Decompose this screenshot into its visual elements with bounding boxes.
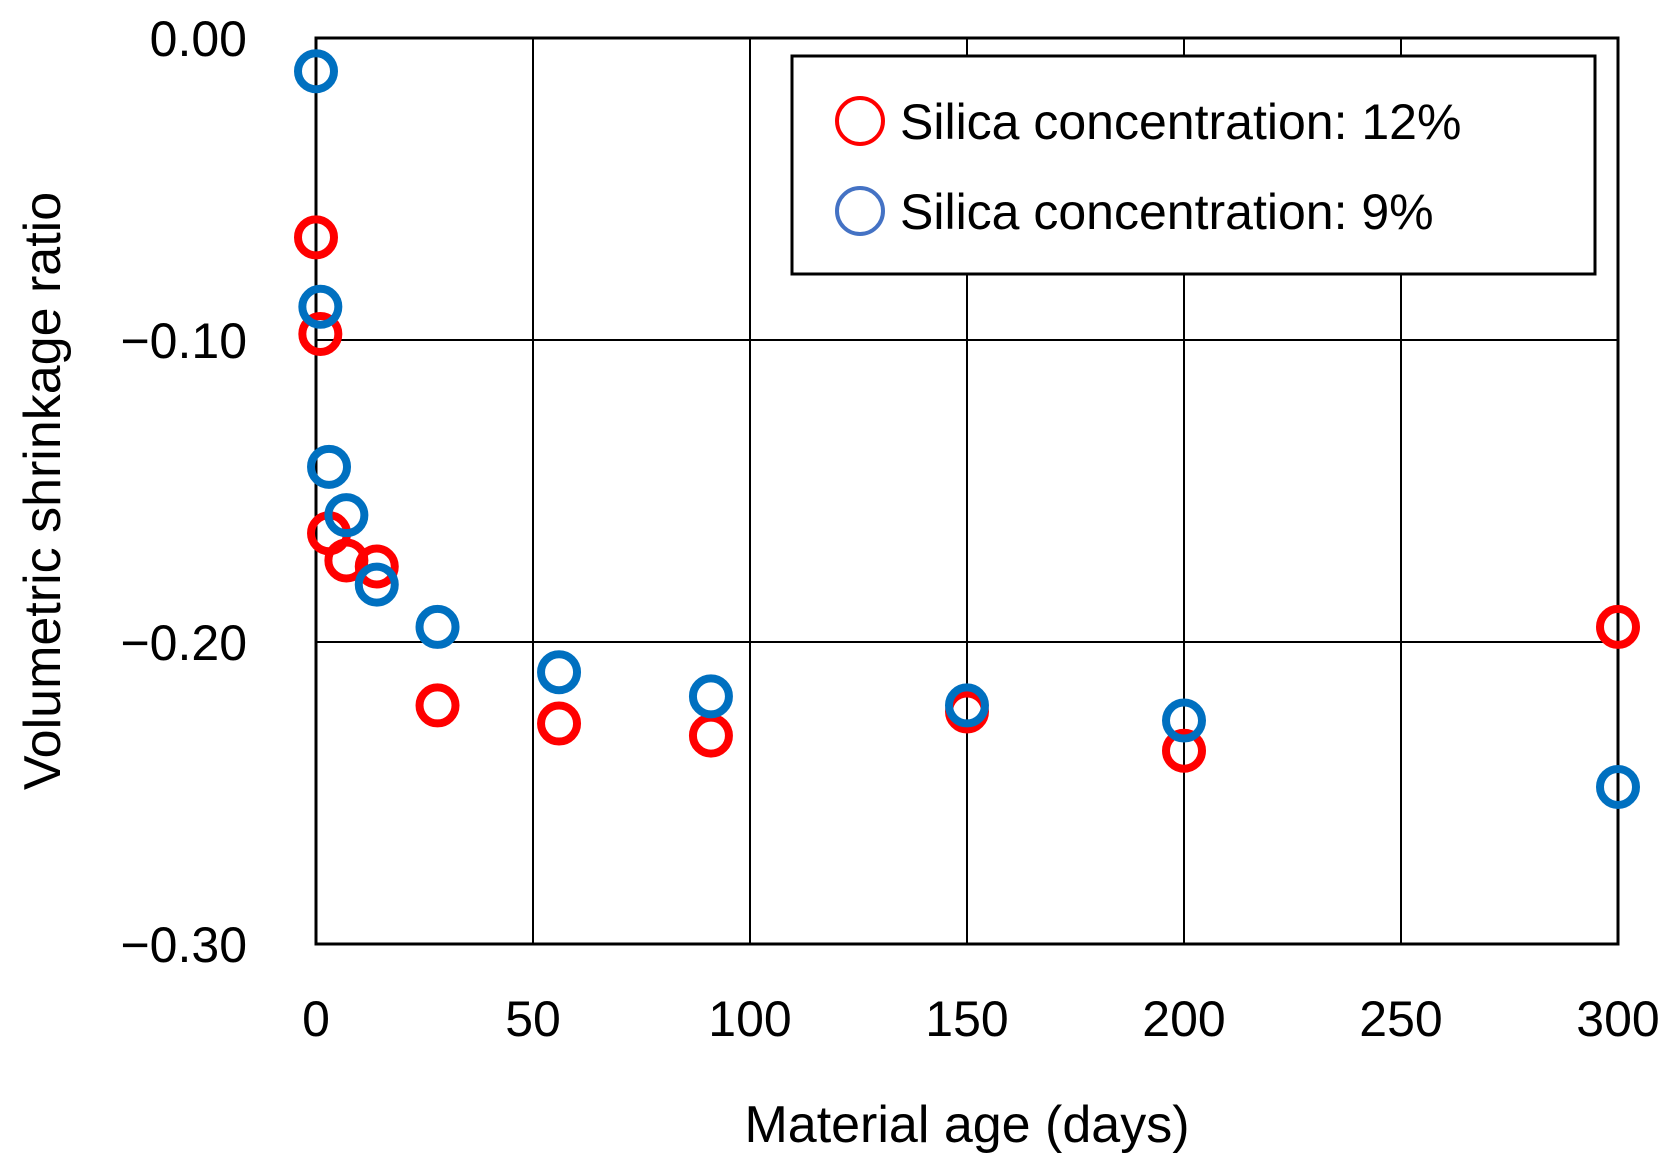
y-axis-tick-labels: 0.00 −0.10 −0.20 −0.30: [120, 11, 247, 973]
data-point-series-1: [294, 49, 338, 94]
x-tick-label: 300: [1576, 991, 1659, 1047]
x-tick-label: 0: [302, 991, 330, 1047]
data-point-series-1: [324, 493, 369, 538]
plot-area: [314, 36, 1620, 946]
legend-label-12-percent: Silica concentration: 12%: [900, 94, 1461, 150]
data-point-series-0: [298, 311, 343, 356]
data-point-series-0: [354, 544, 399, 589]
data-point-series-0: [688, 713, 733, 758]
data-point-series-0: [1162, 728, 1206, 773]
data-point-series-0: [324, 538, 369, 583]
legend: Silica concentration: 12% Silica concent…: [790, 54, 1597, 276]
data-point-series-0: [1596, 604, 1640, 649]
y-tick-label: −0.20: [120, 615, 247, 671]
data-point-series-1: [354, 562, 399, 607]
legend-label-9-percent: Silica concentration: 9%: [900, 184, 1434, 240]
y-tick-label: −0.10: [120, 313, 247, 369]
data-point-series-1: [415, 604, 460, 649]
x-tick-label: 200: [1142, 991, 1225, 1047]
x-tick-label: 100: [708, 991, 791, 1047]
data-point-series-1: [1596, 764, 1640, 809]
y-tick-label: −0.30: [120, 917, 247, 973]
y-axis-title: Volumetric shrinkage ratio: [14, 192, 72, 790]
data-point-series-1: [307, 444, 352, 489]
legend-marker-9-percent: [835, 186, 885, 236]
x-axis-title: Material age (days): [744, 1096, 1189, 1154]
y-tick-label: 0.00: [150, 11, 247, 67]
data-point-series-0: [537, 701, 582, 746]
x-axis-tick-labels: 0 50 100 150 200 250 300: [302, 991, 1660, 1047]
data-point-series-1: [298, 284, 343, 329]
data-point-series-1: [945, 683, 989, 728]
legend-marker-12-percent: [835, 96, 885, 146]
data-points: [294, 49, 1640, 809]
data-point-series-1: [688, 674, 733, 719]
legend-box: [790, 54, 1597, 276]
data-point-series-0: [294, 215, 338, 260]
data-point-series-1: [1162, 698, 1206, 743]
data-point-series-1: [537, 650, 582, 695]
data-point-series-0: [415, 683, 460, 728]
x-tick-label: 250: [1359, 991, 1442, 1047]
x-tick-label: 150: [925, 991, 1008, 1047]
x-tick-label: 50: [505, 991, 561, 1047]
